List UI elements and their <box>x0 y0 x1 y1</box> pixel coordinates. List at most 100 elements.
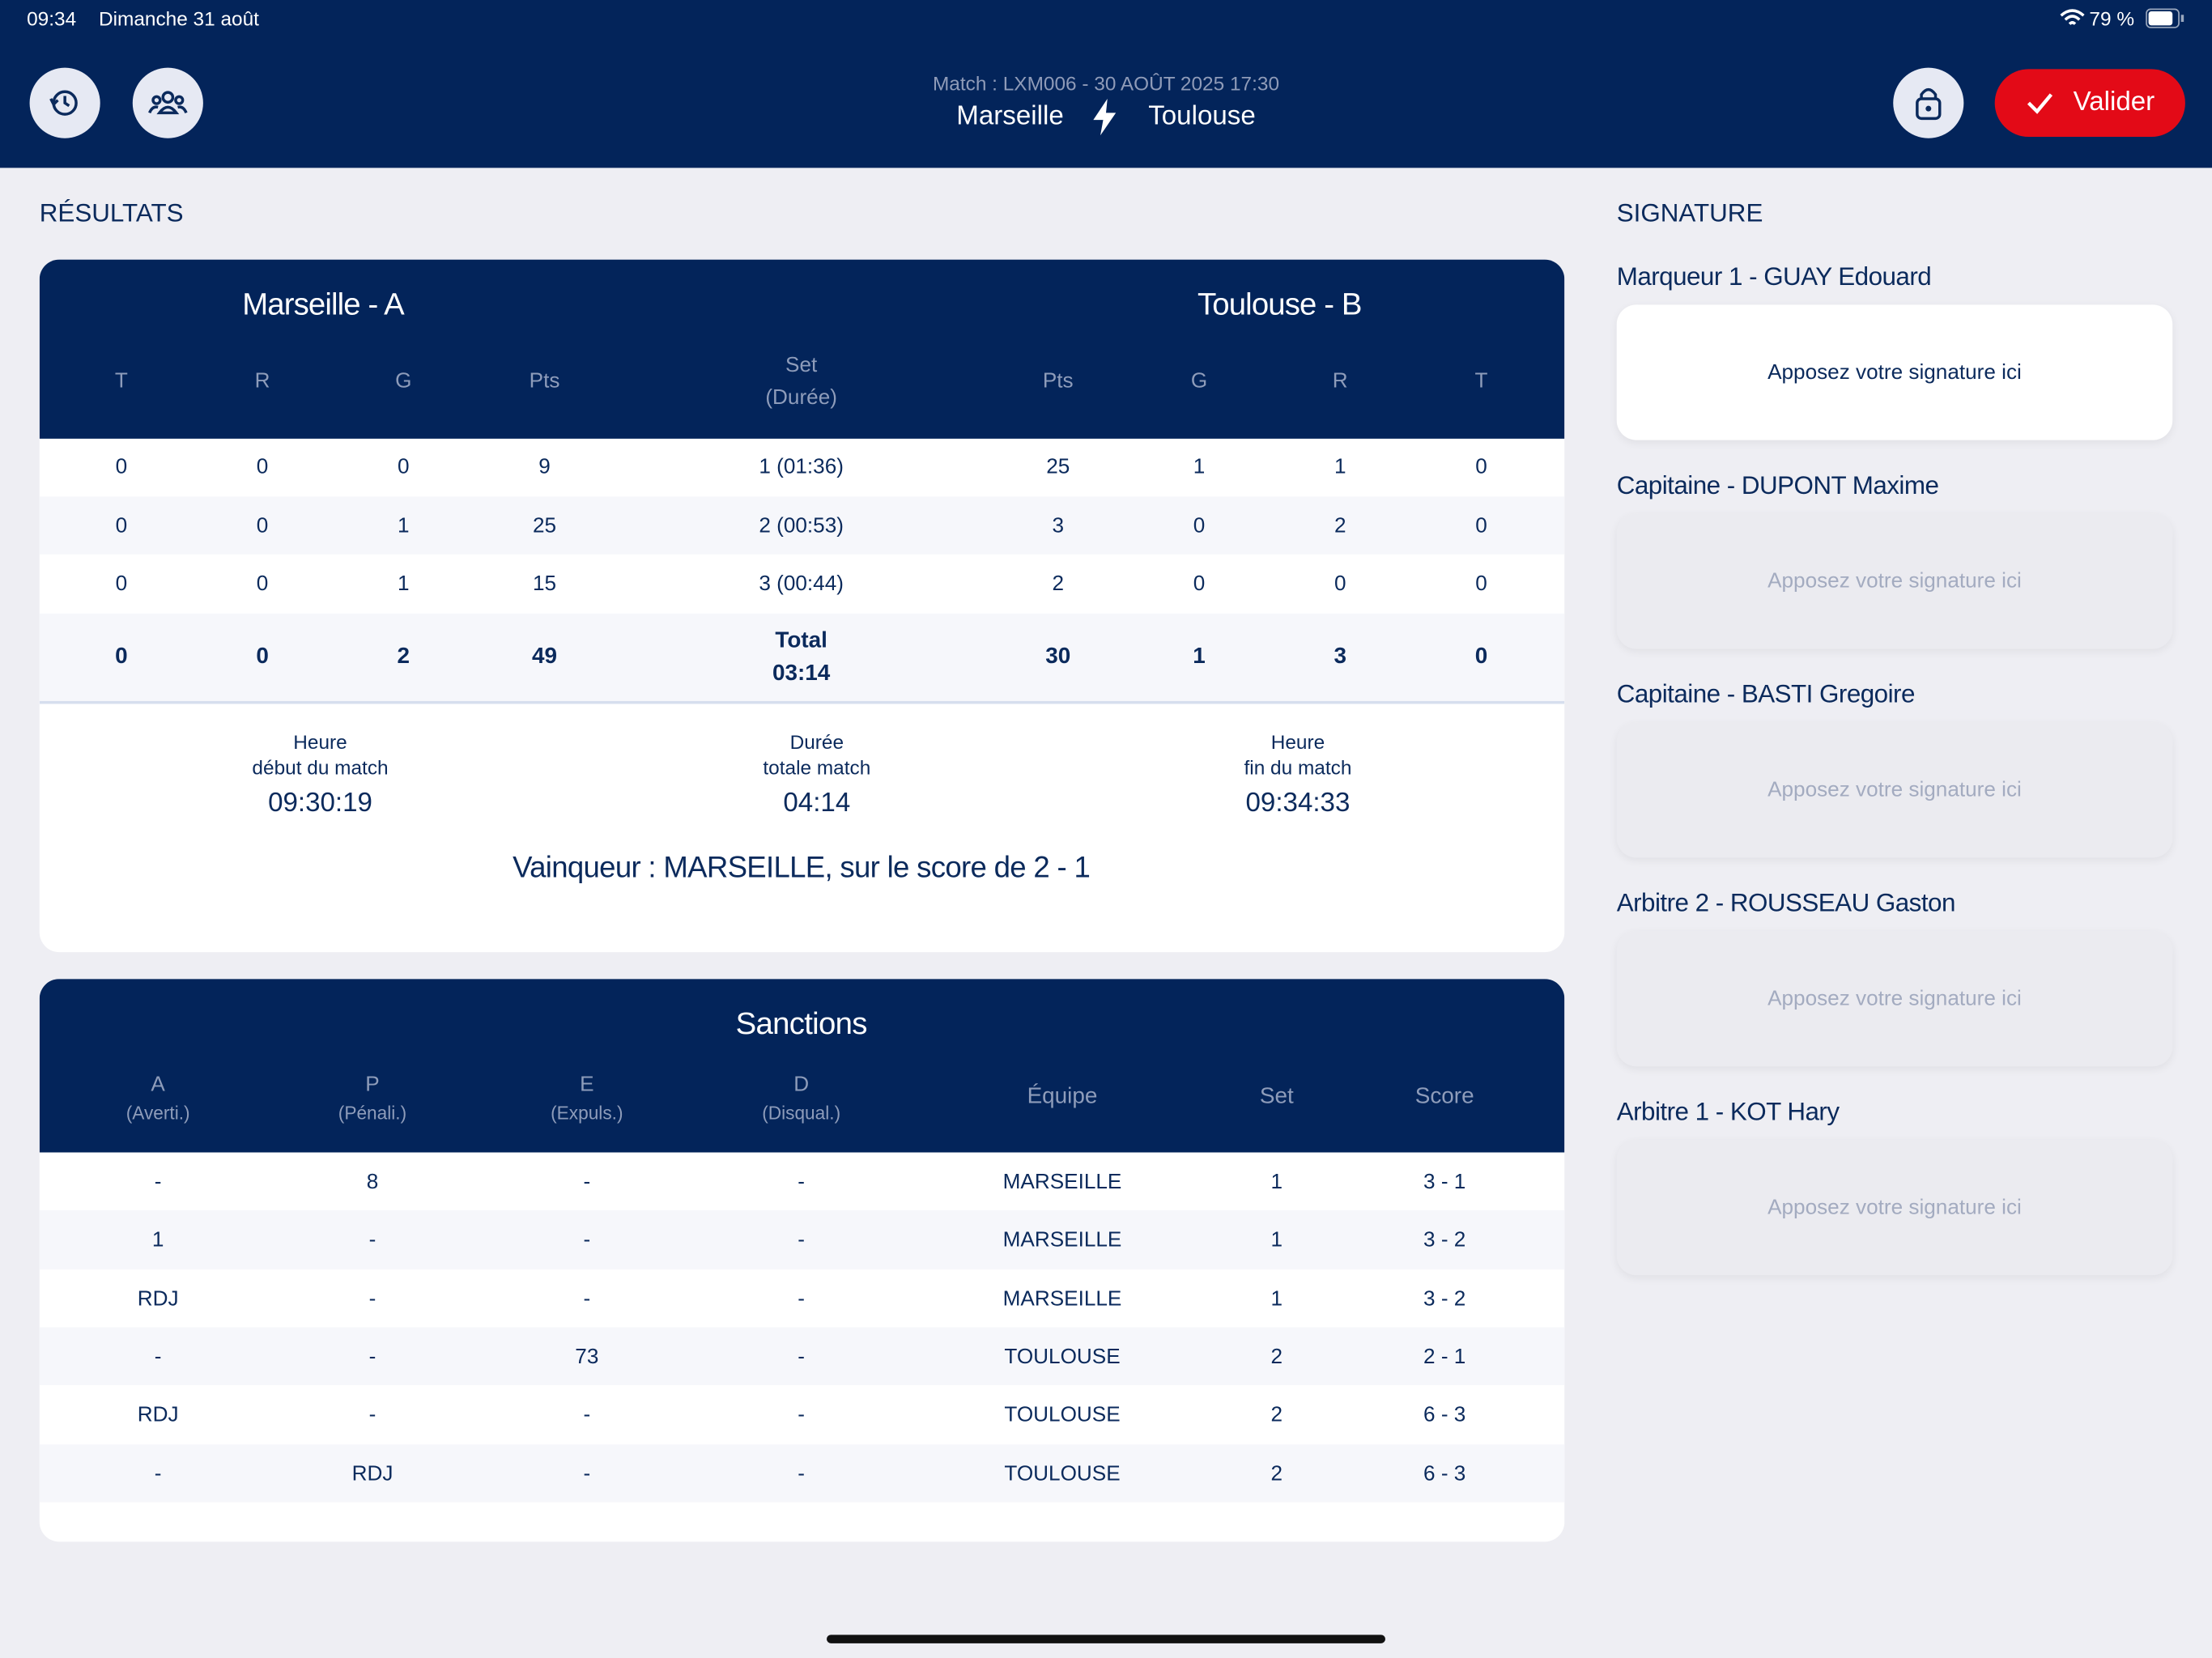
signer-label: Arbitre 2 - ROUSSEAU Gaston <box>1616 888 1956 917</box>
sanction-column-header: D <box>793 1073 810 1097</box>
results-cell: 1 (01:36) <box>759 454 844 479</box>
sanction-cell: 1 <box>1270 1228 1283 1252</box>
validate-button[interactable]: Valider <box>1994 69 2185 138</box>
results-cell: 25 <box>1046 454 1070 479</box>
results-column-header: Pts <box>529 368 560 393</box>
lock-button[interactable] <box>1893 67 1964 138</box>
sanction-cell: 1 <box>1270 1286 1283 1311</box>
sanction-cell: - <box>583 1170 591 1194</box>
validate-label: Valider <box>2073 87 2155 117</box>
signature-placeholder: Apposez votre signature ici <box>1767 1195 2022 1220</box>
time-label: Heure <box>293 730 347 754</box>
time-value: 09:34:33 <box>1245 788 1351 818</box>
sanction-column-subheader: (Expuls.) <box>551 1102 623 1124</box>
results-total-cell: 0 <box>1474 644 1488 669</box>
results-total-cell: Total <box>775 628 827 653</box>
results-column-header: R <box>254 368 270 393</box>
signature-box[interactable] <box>1616 1139 2173 1276</box>
sanction-cell: 8 <box>366 1170 379 1194</box>
sanction-cell: - <box>798 1286 806 1311</box>
signer-label: Arbitre 1 - KOT Hary <box>1616 1097 1840 1126</box>
sanction-cell: - <box>583 1403 591 1427</box>
away-team: Toulouse <box>1148 101 1256 132</box>
versus-icon <box>1093 98 1117 136</box>
results-header <box>39 259 1565 439</box>
results-cell: 15 <box>533 572 557 597</box>
wifi-icon <box>2060 9 2085 25</box>
top-bar <box>0 0 2212 168</box>
home-team: Marseille <box>956 101 1064 132</box>
sanction-cell: - <box>368 1403 376 1427</box>
sanction-column-subheader: (Averti.) <box>125 1102 190 1124</box>
teams-icon <box>148 91 188 115</box>
sanction-cell: 6 - 3 <box>1423 1403 1466 1427</box>
signature-box[interactable] <box>1616 930 2173 1067</box>
signer-label: Marqueur 1 - GUAY Edouard <box>1616 262 1932 291</box>
signature-placeholder: Apposez votre signature ici <box>1767 569 2022 593</box>
teams-button[interactable] <box>132 67 203 138</box>
sanctions-header <box>39 979 1565 1153</box>
results-cell: 1 <box>398 513 410 538</box>
results-cell: 0 <box>115 454 128 479</box>
time-label: début du match <box>252 755 389 779</box>
results-total-cell: 2 <box>397 644 410 669</box>
results-cell: 0 <box>1193 572 1206 597</box>
time-label: Durée <box>789 730 844 754</box>
time-label: fin du match <box>1244 755 1352 779</box>
signature-box[interactable] <box>1616 513 2173 649</box>
results-total-cell: 03:14 <box>772 661 831 685</box>
status-time: 09:34 <box>27 6 77 30</box>
results-column-header: (Durée) <box>765 385 837 410</box>
time-label: Heure <box>1270 730 1325 754</box>
signer-label: Capitaine - BASTI Gregoire <box>1616 679 1916 708</box>
results-total-cell: 3 <box>1334 644 1346 669</box>
results-total-cell: 0 <box>115 644 128 669</box>
results-cell: 0 <box>256 454 269 479</box>
sanction-cell: - <box>798 1228 806 1252</box>
sanction-column-header: Set <box>1259 1084 1294 1109</box>
results-column-header: G <box>395 368 412 393</box>
signature-box[interactable] <box>1616 304 2173 440</box>
results-cell: 0 <box>115 513 128 538</box>
time-value: 04:14 <box>783 788 851 818</box>
sanction-cell: 6 - 3 <box>1423 1461 1466 1486</box>
winner: Vainqueur : MARSEILLE, sur le score de 2… <box>513 852 1091 885</box>
time-value: 09:30:19 <box>268 788 372 818</box>
sanction-cell: 1 <box>151 1228 164 1252</box>
sanction-cell: - <box>368 1286 376 1311</box>
sanction-cell: - <box>583 1286 591 1311</box>
results-cell: 0 <box>115 572 128 597</box>
sanction-cell: - <box>798 1345 806 1369</box>
home-indicator <box>827 1635 1385 1643</box>
sanction-cell: 2 - 1 <box>1423 1345 1466 1369</box>
results-column-header: T <box>114 368 128 393</box>
results-column-header: T <box>1474 368 1488 393</box>
status-date: Dimanche 31 août <box>98 6 259 30</box>
row-stripe <box>39 1443 1565 1503</box>
history-button[interactable] <box>29 67 100 138</box>
sanction-cell: - <box>368 1228 376 1252</box>
sanction-cell: - <box>798 1170 806 1194</box>
sanction-cell: 2 <box>1270 1345 1283 1369</box>
results-cell: 0 <box>256 572 269 597</box>
results-title: RÉSULTATS <box>39 198 184 227</box>
signature-box[interactable] <box>1616 722 2173 858</box>
sanction-cell: - <box>583 1228 591 1252</box>
results-card <box>39 259 1565 953</box>
sanction-cell: - <box>798 1461 806 1486</box>
row-stripe <box>39 1327 1565 1386</box>
sanction-cell: TOULOUSE <box>1004 1403 1121 1427</box>
row-stripe <box>39 496 1565 555</box>
sanction-cell: 3 - 1 <box>1423 1170 1466 1194</box>
results-column-header: R <box>1332 368 1348 393</box>
results-total-cell: 49 <box>532 644 558 669</box>
sanction-cell: TOULOUSE <box>1004 1345 1121 1369</box>
results-column-header: G <box>1190 368 1208 393</box>
row-stripe <box>39 1210 1565 1269</box>
results-cell: 9 <box>538 454 551 479</box>
results-column-header: Set <box>785 352 818 377</box>
sanction-cell: - <box>154 1345 162 1369</box>
results-cell: 0 <box>1475 513 1487 538</box>
